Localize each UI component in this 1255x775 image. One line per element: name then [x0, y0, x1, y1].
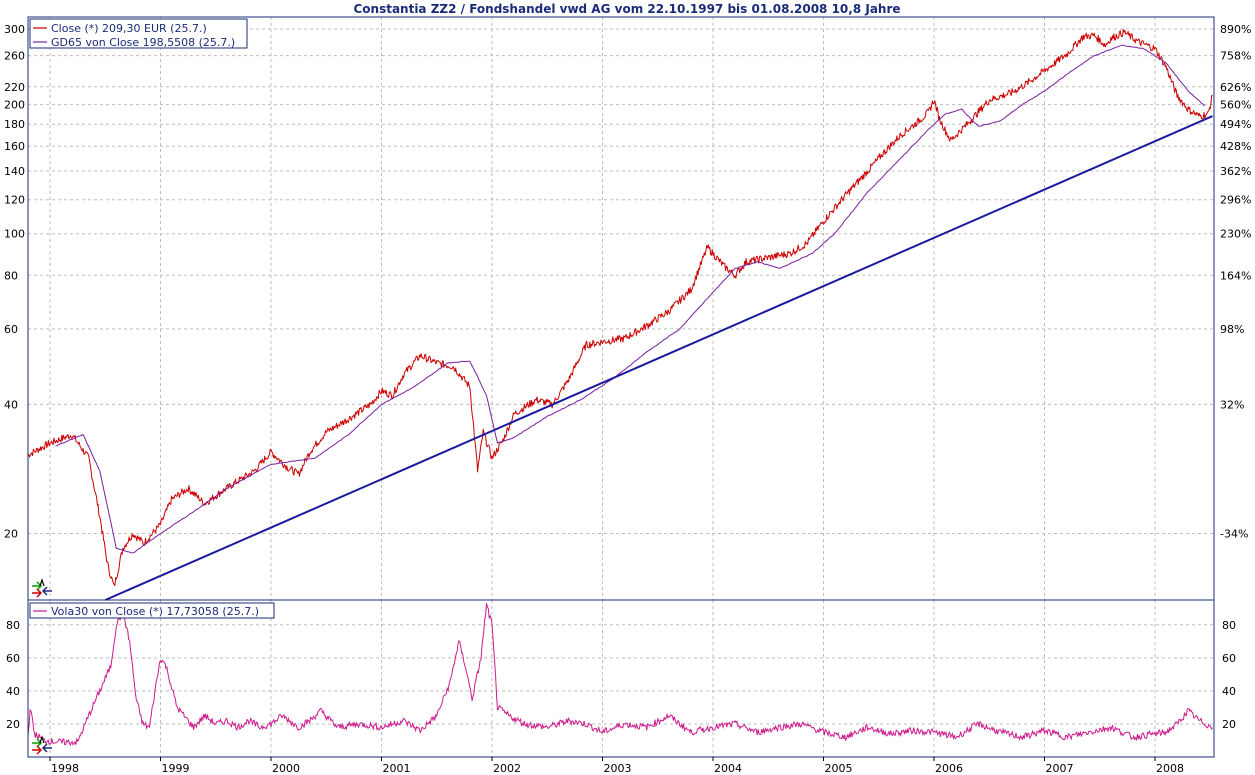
performance-tick-label: 32% [1220, 398, 1244, 411]
volatility-tick-label: 80 [6, 619, 20, 632]
volatility-tick-label-right: 80 [1222, 619, 1236, 632]
performance-tick-label: 98% [1220, 323, 1244, 336]
scroll-up-icon[interactable] [39, 578, 45, 587]
scroll-left-icon[interactable] [32, 588, 43, 598]
price-tick-label: 220 [4, 81, 25, 94]
price-legend-box [29, 18, 248, 49]
x-tick-label: 2008 [1156, 762, 1184, 775]
vol-scroll-up-icon[interactable] [39, 735, 45, 744]
volatility-tick-label-right: 60 [1222, 652, 1236, 665]
price-tick-label: 60 [4, 323, 18, 336]
volatility-panel-scroll-arrows[interactable] [32, 735, 52, 755]
scroll-back-icon[interactable] [41, 586, 52, 596]
performance-tick-label: 758% [1220, 50, 1251, 63]
x-tick-label: 2005 [825, 762, 853, 775]
price-axis-left: 20 40 60 80 100 120 140 160 180 200 220 260 300 [4, 23, 25, 541]
performance-tick-label: 494% [1220, 118, 1251, 131]
close-price-line [27, 28, 1213, 587]
time-axis: 1998 1999 2000 2001 2002 2003 2004 2005 2006 2007… [49, 757, 1184, 775]
vola30-legend-label: Vola30 von Close (*) 17,73058 (25.7.) [51, 605, 259, 618]
price-panel-scroll-arrows[interactable] [32, 578, 52, 598]
volatility-axis-right: 20 40 60 80 [1222, 619, 1236, 731]
volatility-tick-label-right: 20 [1222, 718, 1236, 731]
price-tick-label: 120 [4, 194, 25, 207]
volatility-legend: Vola30 von Close (*) 17,73058 (25.7.) [29, 602, 275, 619]
x-tick-label: 1999 [162, 762, 190, 775]
price-tick-label: 200 [4, 99, 25, 112]
price-tick-label: 160 [4, 140, 25, 153]
gd65-legend-label: GD65 von Close 198,5508 (25.7.) [51, 36, 235, 49]
volatility-tick-label: 40 [6, 685, 20, 698]
price-tick-label: 20 [4, 528, 18, 541]
price-tick-label: 100 [4, 228, 25, 241]
price-tick-label: 140 [4, 165, 25, 178]
price-panel: 20 40 60 80 100 120 140 160 180 200 220 260 300 -34%… [4, 16, 1251, 601]
volatility-panel-series [27, 603, 1213, 747]
volatility-tick-label: 60 [6, 652, 20, 665]
performance-tick-label: -34% [1220, 528, 1248, 541]
gd65-moving-average-line [55, 44, 1206, 554]
x-tick-label: 2002 [493, 762, 521, 775]
volatility-legend-box [29, 602, 275, 619]
performance-tick-label: 890% [1220, 23, 1251, 36]
chart-title: Constantia ZZ2 / Fondshandel vwd AG vom … [353, 2, 900, 16]
performance-tick-label: 230% [1220, 228, 1251, 241]
performance-axis-right: -34% 32% 98% 164% 230% 296% 362% 428% 494% 560% 62… [1220, 23, 1251, 541]
x-tick-label: 2004 [714, 762, 742, 775]
vola30-line [27, 603, 1213, 747]
x-tick-label: 2003 [604, 762, 632, 775]
volatility-tick-label-right: 40 [1222, 685, 1236, 698]
volatility-panel-frame [27, 599, 1215, 758]
vol-scroll-right-icon[interactable] [32, 738, 43, 748]
performance-tick-label: 296% [1220, 194, 1251, 207]
performance-tick-label: 362% [1220, 165, 1251, 178]
x-tick-label: 1998 [51, 762, 79, 775]
price-tick-label: 300 [4, 23, 25, 36]
volatility-panel: 20 40 60 80 20 40 60 80 Vola30 von Close (*) 1… [6, 599, 1236, 758]
price-panel-grid [28, 17, 1214, 600]
volatility-panel-grid [28, 600, 1214, 757]
x-tick-label: 2001 [383, 762, 411, 775]
vol-scroll-left-icon[interactable] [32, 745, 43, 755]
close-legend-label: Close (*) 209,30 EUR (25.7.) [51, 22, 207, 35]
volatility-axis-left: 20 40 60 80 [6, 619, 20, 731]
x-tick-label: 2007 [1046, 762, 1074, 775]
price-tick-label: 40 [4, 398, 18, 411]
price-legend: Close (*) 209,30 EUR (25.7.) GD65 von Cl… [29, 18, 248, 49]
performance-tick-label: 428% [1220, 140, 1251, 153]
x-tick-label: 2006 [935, 762, 963, 775]
price-tick-label: 260 [4, 50, 25, 63]
price-panel-series [27, 28, 1213, 601]
vol-scroll-back-icon[interactable] [41, 743, 52, 753]
price-tick-label: 180 [4, 118, 25, 131]
price-tick-label: 80 [4, 269, 18, 282]
performance-tick-label: 164% [1220, 269, 1251, 282]
performance-tick-label: 626% [1220, 81, 1251, 94]
x-tick-label: 2000 [272, 762, 300, 775]
trend-line [104, 115, 1213, 601]
scroll-right-icon[interactable] [32, 581, 43, 591]
volatility-tick-label: 20 [6, 718, 20, 731]
performance-tick-label: 560% [1220, 99, 1251, 112]
